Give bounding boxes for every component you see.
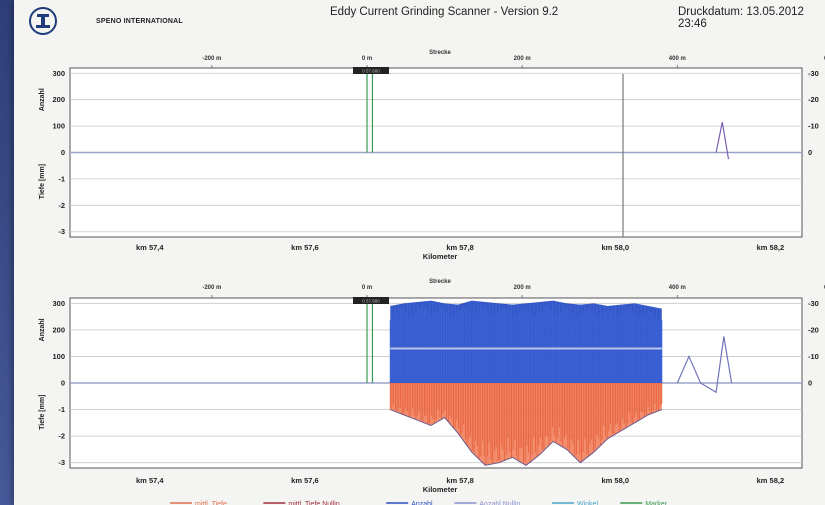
left-tick-label: -3: [58, 227, 65, 236]
top-tick-label: 400 m: [669, 285, 686, 291]
left-lower-axis-label: Tiefe [mm]: [39, 395, 46, 430]
x-axis-label: Kilometer: [423, 252, 458, 261]
top-tick-label: 600 m: [824, 285, 825, 291]
legend-label: Marker: [645, 501, 667, 505]
bottom-tick-label: km 58,2: [757, 476, 785, 485]
print-date: Druckdatum: 13.05.2012 23:46: [678, 6, 804, 30]
left-tick-label: -3: [58, 458, 65, 467]
left-tick-label: 100: [52, 122, 65, 131]
left-tick-label: 300: [52, 69, 65, 78]
right-tick-label: -20: [808, 325, 819, 334]
bottom-tick-label: km 57,6: [291, 243, 319, 252]
right-tick-label: -20: [808, 95, 819, 104]
left-tick-label: 200: [52, 325, 65, 334]
top-tick-label: 600 m: [824, 56, 825, 62]
bottom-tick-label: km 57,8: [446, 243, 474, 252]
series-line: [715, 122, 730, 160]
right-tick-label: -30: [808, 69, 819, 78]
top-tick-label: -200 m: [202, 285, 221, 291]
legend-label: mittl. Tiefe: [195, 501, 227, 505]
top-tick-label: 400 m: [669, 56, 686, 62]
legend-label: mittl. Tiefe Nullin: [288, 501, 339, 505]
right-tick-label: -10: [808, 122, 819, 131]
left-tick-label: 0: [61, 379, 65, 388]
left-tick-label: 0: [61, 148, 65, 157]
left-tick-label: 100: [52, 352, 65, 361]
bottom-tick-label: km 57,6: [291, 476, 319, 485]
legend-label: Anzahl Nullin: [479, 501, 520, 505]
position-marker: [353, 67, 389, 74]
top-axis-label: Strecke: [429, 50, 451, 56]
x-axis-label: Kilometer: [423, 485, 458, 494]
top-tick-label: -200 m: [202, 56, 221, 62]
top-tick-label: 200 m: [514, 285, 531, 291]
top-axis-label: Strecke: [429, 279, 451, 285]
top-tick-label: 0 m: [362, 56, 372, 62]
right-tick-label: -30: [808, 299, 819, 308]
left-tick-label: -2: [58, 432, 65, 441]
top-tick-label: 0 m: [362, 285, 372, 291]
right-tick-label: 0: [808, 148, 812, 157]
left-tick-label: 200: [52, 95, 65, 104]
speno-logo: [24, 6, 62, 36]
left-lower-axis-label: Tiefe [mm]: [39, 164, 46, 199]
left-tick-label: -1: [58, 174, 65, 183]
depth-outline: [390, 409, 662, 466]
left-tick-label: -2: [58, 201, 65, 210]
legend-label: Anzahl: [411, 501, 433, 505]
position-marker-label: 0 57.680: [362, 299, 380, 304]
position-marker: [353, 297, 389, 304]
bottom-tick-label: km 58,2: [757, 243, 785, 252]
left-tick-label: 300: [52, 299, 65, 308]
top-tick-label: 200 m: [514, 56, 531, 62]
bottom-tick-label: km 57,8: [446, 476, 474, 485]
right-tick-label: 0: [808, 379, 812, 388]
bottom-tick-label: km 57,4: [136, 243, 164, 252]
position-marker-label: 0 57.680: [362, 69, 380, 74]
bottom-tick-label: km 58,0: [601, 476, 629, 485]
outline-series-line: [676, 336, 733, 394]
bottom-tick-label: km 58,0: [601, 243, 629, 252]
left-tick-label: -1: [58, 405, 65, 414]
left-upper-axis-label: Anzahl: [39, 318, 46, 341]
right-tick-label: -10: [808, 352, 819, 361]
bottom-tick-label: km 57,4: [136, 476, 164, 485]
document-title: Eddy Current Grinding Scanner - Version …: [330, 6, 559, 18]
legend-label: Winkel: [577, 501, 598, 505]
left-upper-axis-label: Anzahl: [39, 88, 46, 111]
company-name: SPENO INTERNATIONAL: [96, 18, 183, 25]
